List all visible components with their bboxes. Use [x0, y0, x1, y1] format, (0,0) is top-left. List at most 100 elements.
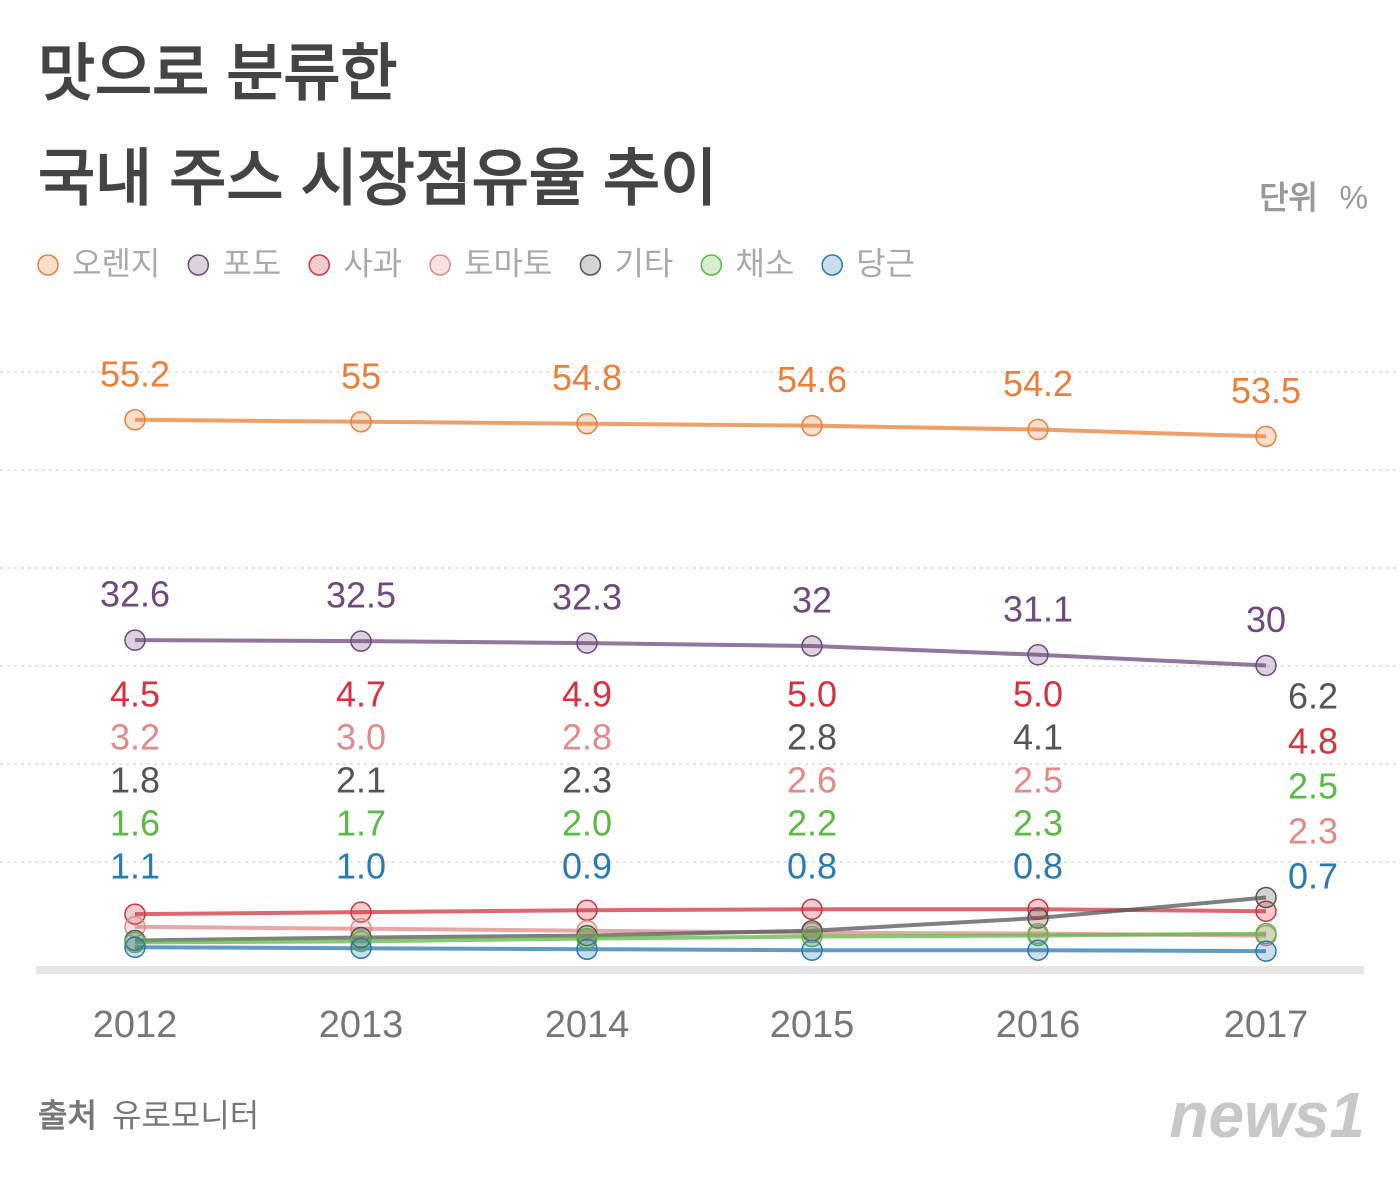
data-label: 6.2 [1288, 676, 1338, 717]
legend-label: 기타 [614, 245, 673, 281]
data-point [801, 414, 823, 437]
data-point [801, 939, 823, 961]
data-label: 32.3 [552, 577, 622, 618]
source-label: 출처 [38, 1097, 97, 1133]
series-line [134, 638, 1267, 668]
data-label: 1.1 [110, 846, 160, 887]
series-line [134, 895, 1267, 943]
data-point [1027, 644, 1049, 666]
data-label: 30 [1246, 599, 1286, 640]
data-point [350, 937, 372, 959]
x-tick-label: 2015 [770, 1004, 855, 1046]
data-point [1255, 886, 1277, 909]
data-label: 53.5 [1231, 370, 1301, 411]
data-label: 55 [341, 355, 381, 396]
legend-label: 오렌지 [72, 245, 160, 281]
data-label: 32 [792, 580, 832, 621]
legend-marker [429, 254, 451, 276]
data-label: 0.7 [1288, 856, 1338, 897]
data-point [350, 630, 372, 652]
data-point [1027, 939, 1049, 961]
data-point [1027, 907, 1049, 929]
legend-label: 토마토 [464, 245, 552, 281]
x-tick-label: 2013 [319, 1004, 404, 1046]
data-label: 3.2 [110, 717, 160, 758]
data-point [576, 412, 598, 435]
data-label: 54.2 [1003, 363, 1073, 404]
data-point [576, 919, 598, 942]
data-point [576, 899, 598, 921]
data-point [1027, 898, 1049, 920]
legend-label: 당근 [856, 245, 915, 281]
data-label: 2.5 [1288, 766, 1338, 807]
data-point [1255, 654, 1277, 677]
data-point [1027, 418, 1049, 441]
data-label: 55.2 [100, 353, 170, 394]
data-label: 4.8 [1288, 721, 1338, 762]
data-label: 4.9 [562, 674, 612, 715]
data-point [350, 930, 372, 953]
legend-marker [37, 254, 59, 276]
data-point [576, 938, 598, 960]
data-point [576, 632, 598, 654]
chart-title: 국내 주스 시장점유율 추이 [38, 144, 717, 213]
legend-marker [821, 254, 843, 276]
baseline [36, 966, 1364, 974]
legend-label: 채소 [735, 245, 794, 281]
grid [0, 371, 1400, 863]
data-label: 2.3 [1013, 803, 1063, 844]
data-label: 5.0 [1013, 674, 1063, 715]
data-point [124, 903, 146, 925]
legend-label: 포도 [222, 245, 281, 281]
data-point [1255, 425, 1277, 448]
data-label: 54.6 [777, 359, 847, 400]
legend-marker [700, 254, 723, 276]
legend-marker [308, 254, 330, 276]
chart-title: 맛으로 분류한 [38, 39, 397, 108]
data-label: 3.0 [336, 717, 386, 758]
data-label: 32.6 [100, 574, 170, 615]
data-label: 5.0 [787, 674, 837, 715]
data-point [1027, 924, 1049, 947]
data-point [801, 898, 823, 920]
data-point [124, 931, 146, 954]
data-label: 0.9 [562, 846, 612, 887]
x-tick-label: 2012 [93, 1004, 178, 1046]
data-label: 1.7 [336, 803, 386, 844]
data-label: 0.8 [787, 846, 837, 887]
data-label: 32.5 [326, 575, 396, 616]
source: 유로모니터 [112, 1097, 259, 1133]
series-line [134, 417, 1267, 439]
data-point [801, 635, 823, 657]
data-label: 2.6 [787, 760, 837, 801]
data-label: 0.8 [1013, 846, 1063, 887]
data-label: 1.8 [110, 760, 160, 801]
data-label: 31.1 [1003, 588, 1073, 629]
x-tick-label: 2017 [1224, 1004, 1309, 1046]
series-line [134, 945, 1267, 954]
x-tick-label: 2014 [545, 1004, 630, 1046]
data-label: 4.7 [336, 674, 386, 715]
logo: news1 [1169, 1079, 1365, 1151]
legend-label: 사과 [343, 245, 402, 281]
data-label: 54.8 [552, 357, 622, 398]
data-label: 2.2 [787, 803, 837, 844]
data-label: 2.3 [1288, 811, 1338, 852]
data-point [1255, 940, 1277, 962]
data-point [124, 409, 146, 431]
data-point [350, 901, 372, 923]
data-label: 2.0 [562, 803, 612, 844]
data-point [124, 629, 146, 651]
unit-label: 단위 [1259, 179, 1318, 215]
data-label: 2.3 [562, 760, 612, 801]
data-point [1255, 922, 1277, 945]
data-label: 4.1 [1013, 717, 1063, 758]
data-label: 2.8 [787, 717, 837, 758]
legend-marker [579, 254, 602, 276]
data-label: 2.5 [1013, 760, 1063, 801]
legend-marker [187, 254, 210, 276]
series-line [134, 931, 1267, 945]
data-label: 2.1 [336, 760, 386, 801]
series-line [134, 907, 1267, 917]
data-label: 1.6 [110, 803, 160, 844]
